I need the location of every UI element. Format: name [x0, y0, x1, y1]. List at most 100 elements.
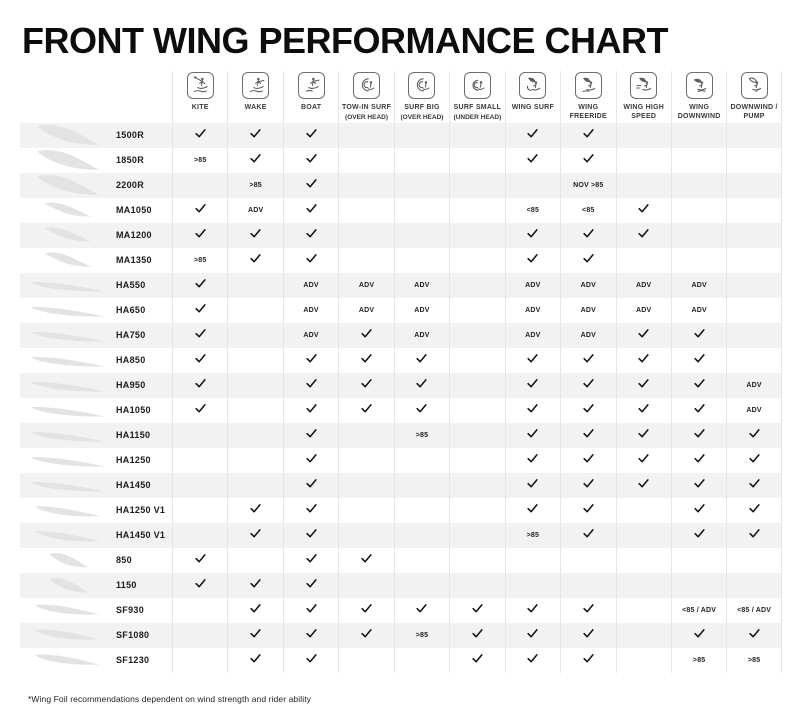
cell-sf1230-wing-downwind: >85	[670, 647, 726, 673]
cell-ha750-wing-downwind	[670, 322, 726, 348]
cell-ma1200-wing-surf	[504, 222, 560, 248]
cell-1850r-surf-big	[393, 147, 449, 173]
check-icon	[526, 501, 539, 519]
cell-sf1230-surf-small	[449, 647, 504, 673]
cell-1150-wake	[227, 572, 282, 598]
check-icon	[249, 126, 262, 144]
cell-text: >85	[415, 431, 429, 439]
check-icon	[582, 126, 595, 144]
cell-sf930-kite	[172, 597, 227, 623]
cell-ha850-wing-downwind	[670, 347, 726, 373]
cell-ma1350-wing-freeride	[560, 247, 615, 273]
cell-ha1150-boat	[282, 422, 338, 448]
cell-sf1080-boat	[282, 622, 338, 648]
cell-ha1250-surf-big	[393, 447, 449, 473]
surf-big-icon	[408, 71, 436, 99]
table-row-ha1050: HA1050 ADV	[20, 397, 782, 423]
cell-ha1450-v1-kite	[172, 522, 227, 548]
model-label: HA1150	[116, 430, 151, 441]
cell-text: >85	[415, 631, 429, 639]
cell-ha1050-wake	[227, 397, 282, 423]
cell-1500r-surf-small	[449, 122, 504, 148]
check-icon	[305, 501, 318, 519]
cell-1150-wing-freeride	[560, 572, 615, 598]
model-label: 2200R	[116, 180, 145, 191]
check-icon	[526, 426, 539, 444]
cell-ma1200-boat	[282, 222, 338, 248]
cell-ma1350-wake	[227, 247, 282, 273]
table-row-sf930: SF930 <85 / ADV <85 / ADV	[20, 597, 782, 623]
check-icon	[249, 601, 262, 619]
wing-silhouette	[20, 523, 116, 548]
check-icon	[194, 326, 207, 344]
check-icon	[526, 451, 539, 469]
cell-1850r-surf-small	[449, 147, 504, 173]
cell-1850r-kite: >85	[172, 147, 227, 173]
cell-ma1050-tow-in-surf	[338, 197, 393, 223]
cell-text: <85	[582, 206, 595, 214]
model-label: HA1050	[116, 405, 151, 416]
cell-ha1250-v1-kite	[172, 497, 227, 523]
column-label: WING SURF	[511, 103, 554, 111]
cell-ha1250-wing-downwind	[670, 447, 726, 473]
check-icon	[249, 251, 262, 269]
check-icon	[360, 601, 373, 619]
cell-2200r-wing-freeride: NOV >85	[560, 172, 615, 198]
cell-ma1200-tow-in-surf	[338, 222, 393, 248]
check-icon	[526, 626, 539, 644]
cell-ha650-boat: ADV	[282, 297, 338, 323]
cell-ha1450-v1-tow-in-surf	[338, 522, 393, 548]
cell-ha650-tow-in-surf: ADV	[338, 297, 393, 323]
cell-ha950-downwind-pump: ADV	[726, 372, 782, 398]
cell-text: ADV	[691, 281, 707, 289]
cell-2200r-wake: >85	[227, 172, 282, 198]
cell-2200r-wing-downwind	[670, 172, 726, 198]
model-label: HA950	[116, 380, 146, 391]
front-wing-performance-page: FRONT WING PERFORMANCE CHART KITE WAKE BOA…	[20, 22, 782, 704]
cell-ha1150-wake	[227, 422, 282, 448]
cell-text: <85	[526, 206, 540, 214]
cell-ha1250-v1-downwind-pump	[726, 497, 782, 523]
cell-2200r-boat	[282, 172, 338, 198]
cell-ha1250-wake	[227, 447, 282, 473]
cell-text: ADV	[636, 281, 652, 289]
cell-sf930-wing-high-speed	[615, 597, 671, 623]
model-label: 1150	[116, 580, 137, 591]
cell-ha1150-wing-surf	[504, 422, 560, 448]
cell-sf1080-surf-small	[449, 622, 504, 648]
wing-silhouette	[20, 648, 116, 673]
cell-ha1050-wing-surf	[504, 397, 560, 423]
cell-ha1050-kite	[172, 397, 227, 423]
table-row-ha550: HA550 ADV ADV ADV ADV ADV ADV ADV	[20, 272, 782, 298]
wing-silhouette	[20, 598, 116, 623]
cell-ha750-wake	[227, 322, 282, 348]
check-icon	[249, 651, 262, 669]
check-icon	[194, 126, 207, 144]
check-icon	[194, 226, 207, 244]
cell-ma1350-wing-downwind	[670, 247, 726, 273]
cell-ha950-wing-freeride	[560, 372, 615, 398]
check-icon	[415, 401, 428, 419]
check-icon	[360, 401, 373, 419]
cell-ma1050-wing-downwind	[670, 197, 726, 223]
check-icon	[637, 326, 650, 344]
cell-2200r-wing-high-speed	[615, 172, 671, 198]
cell-ma1050-wing-freeride: <85	[560, 197, 615, 223]
cell-ha650-wing-downwind: ADV	[670, 297, 726, 323]
cell-ha850-tow-in-surf	[338, 347, 393, 373]
cell-ha1250-v1-wing-downwind	[670, 497, 726, 523]
cell-text: ADV	[414, 281, 430, 289]
table-row-ha950: HA950 ADV	[20, 372, 782, 398]
check-icon	[637, 201, 650, 219]
check-icon	[582, 451, 595, 469]
table-row-ha750: HA750 ADV ADV ADV ADV	[20, 322, 782, 348]
table-row-1500r: 1500R	[20, 122, 782, 148]
check-icon	[693, 351, 706, 369]
check-icon	[748, 501, 761, 519]
cell-ma1050-surf-big	[393, 197, 449, 223]
check-icon	[526, 601, 539, 619]
cell-ha950-surf-small	[449, 372, 504, 398]
cell-850-wing-high-speed	[615, 547, 671, 573]
check-icon	[249, 576, 262, 594]
cell-ha550-boat: ADV	[282, 272, 338, 298]
